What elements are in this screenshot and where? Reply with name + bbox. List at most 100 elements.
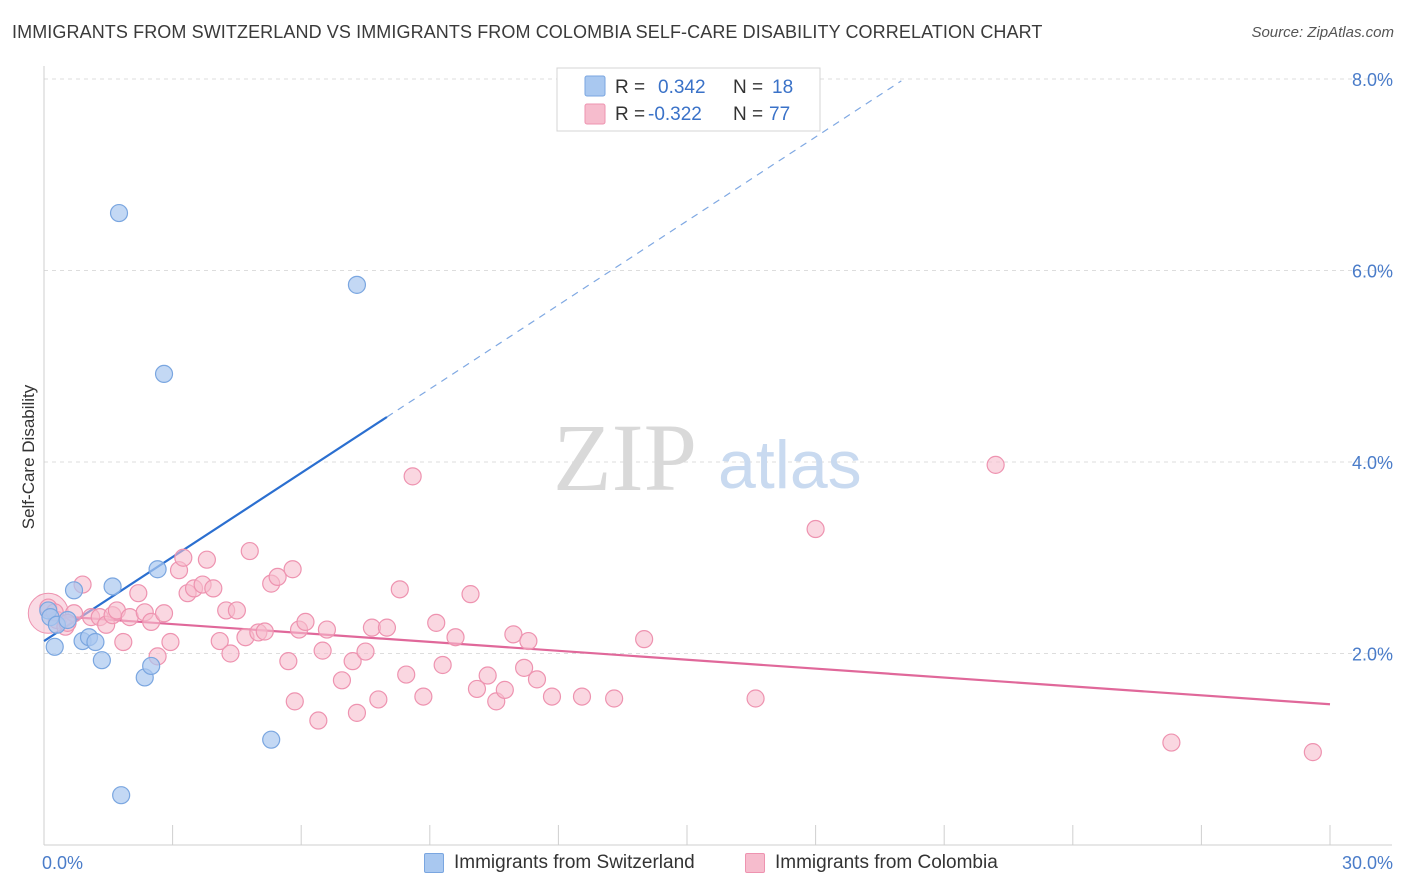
colombia-point bbox=[154, 604, 174, 623]
legend-n-label-switzerland: N = bbox=[733, 77, 763, 98]
colombia-point bbox=[986, 455, 1005, 474]
legend-label-colombia: Immigrants from Colombia bbox=[775, 852, 998, 873]
legend-colombia-swatch bbox=[584, 103, 606, 125]
colombia-point bbox=[174, 548, 193, 567]
colombia-point bbox=[427, 613, 446, 632]
colombia-point bbox=[515, 658, 534, 677]
watermark-atlas: atlas bbox=[718, 427, 862, 503]
colombia-point bbox=[255, 622, 274, 641]
switzerland-point bbox=[262, 730, 281, 749]
y-tick-label: 2.0% bbox=[1352, 645, 1393, 665]
y-tick-label: 8.0% bbox=[1352, 70, 1393, 90]
colombia-point bbox=[605, 689, 624, 708]
colombia-point bbox=[279, 652, 298, 671]
colombia-point bbox=[221, 644, 240, 663]
colombia-point bbox=[129, 584, 148, 603]
legend-switzerland-swatch bbox=[584, 75, 606, 97]
tick-labels: 2.0% 4.0% 6.0% 8.0% 0.0% 30.0% bbox=[42, 70, 1393, 873]
legend-n-value-colombia: 77 bbox=[769, 104, 790, 125]
colombia-point bbox=[313, 641, 332, 660]
watermark: ZIP atlas bbox=[553, 404, 862, 511]
x-tick-label: 0.0% bbox=[42, 853, 83, 873]
data-points bbox=[27, 203, 1322, 805]
switzerland-point bbox=[154, 364, 174, 384]
colombia-point bbox=[519, 631, 538, 651]
colombia-point bbox=[527, 670, 547, 689]
colombia-point bbox=[806, 519, 825, 539]
x-tick-label: 30.0% bbox=[1342, 853, 1393, 873]
colombia-point bbox=[369, 690, 388, 709]
colombia-point bbox=[204, 579, 223, 598]
colombia-point bbox=[356, 642, 375, 661]
legend-r-label-switzerland: R = bbox=[615, 77, 645, 98]
colombia-point bbox=[1162, 733, 1181, 752]
colombia-point bbox=[197, 550, 216, 569]
legend-label-switzerland: Immigrants from Switzerland bbox=[454, 852, 695, 873]
colombia-point bbox=[142, 612, 161, 632]
switzerland-point bbox=[148, 560, 167, 579]
colombia-point bbox=[285, 692, 304, 711]
legend-r-label-colombia: R = bbox=[615, 104, 645, 125]
colombia-point bbox=[403, 467, 422, 486]
switzerland-point bbox=[64, 581, 84, 600]
source-label: Source: ZipAtlas.com bbox=[1251, 24, 1394, 41]
legend-item-colombia: Immigrants from Colombia bbox=[745, 852, 998, 874]
colombia-point bbox=[467, 679, 487, 699]
colombia-point bbox=[414, 687, 433, 706]
switzerland-trend-line bbox=[43, 416, 388, 642]
colombia-point bbox=[332, 671, 352, 690]
colombia-swatch bbox=[745, 853, 765, 873]
legend-n-label-colombia: N = bbox=[733, 104, 763, 125]
switzerland-point bbox=[103, 577, 122, 596]
colombia-point bbox=[120, 608, 139, 627]
colombia-point bbox=[433, 655, 452, 675]
switzerland-point bbox=[86, 632, 105, 652]
colombia-point bbox=[542, 687, 562, 706]
grid-lines bbox=[44, 78, 1392, 654]
chart-title: IMMIGRANTS FROM SWITZERLAND VS IMMIGRANT… bbox=[12, 22, 1043, 42]
switzerland-point bbox=[347, 275, 367, 294]
colombia-point bbox=[572, 687, 592, 706]
legend-n-value-switzerland: 18 bbox=[772, 77, 793, 98]
legend-r-value-colombia: -0.322 bbox=[648, 104, 702, 125]
colombia-point bbox=[461, 585, 480, 604]
colombia-point bbox=[347, 703, 367, 722]
colombia-point bbox=[478, 666, 497, 685]
watermark-zip: ZIP bbox=[553, 404, 697, 511]
colombia-point bbox=[635, 630, 654, 649]
colombia-point bbox=[390, 580, 409, 599]
stats-legend: R = 0.342 N = 18 R = -0.322 N = 77 bbox=[556, 67, 821, 132]
axes bbox=[43, 66, 1392, 846]
y-axis-label: Self-Care Disability bbox=[19, 384, 38, 529]
switzerland-swatch bbox=[424, 853, 444, 873]
colombia-point bbox=[268, 567, 287, 587]
y-tick-label: 4.0% bbox=[1352, 453, 1393, 473]
colombia-point bbox=[240, 541, 259, 561]
colombia-point bbox=[377, 618, 397, 637]
switzerland-point bbox=[92, 651, 111, 670]
legend-r-value-switzerland: 0.342 bbox=[658, 77, 706, 98]
colombia-point bbox=[343, 652, 362, 671]
colombia-point bbox=[227, 601, 246, 620]
switzerland-point bbox=[58, 610, 77, 630]
colombia-point bbox=[504, 625, 523, 644]
switzerland-point bbox=[142, 656, 161, 676]
switzerland-point bbox=[112, 786, 131, 805]
colombia-point bbox=[1303, 743, 1322, 762]
switzerland-trend-extension bbox=[386, 80, 902, 418]
colombia-point bbox=[296, 612, 315, 632]
colombia-point bbox=[161, 632, 180, 652]
colombia-point bbox=[309, 711, 328, 730]
colombia-point bbox=[446, 628, 465, 647]
colombia-point bbox=[397, 665, 416, 684]
colombia-point bbox=[746, 689, 765, 708]
colombia-point bbox=[317, 620, 337, 639]
switzerland-point bbox=[45, 637, 64, 656]
legend-item-switzerland: Immigrants from Switzerland bbox=[424, 852, 695, 874]
colombia-point bbox=[210, 631, 229, 651]
colombia-point bbox=[283, 560, 302, 579]
y-tick-label: 6.0% bbox=[1352, 262, 1393, 282]
colombia-point bbox=[495, 680, 514, 699]
switzerland-point bbox=[109, 203, 129, 223]
